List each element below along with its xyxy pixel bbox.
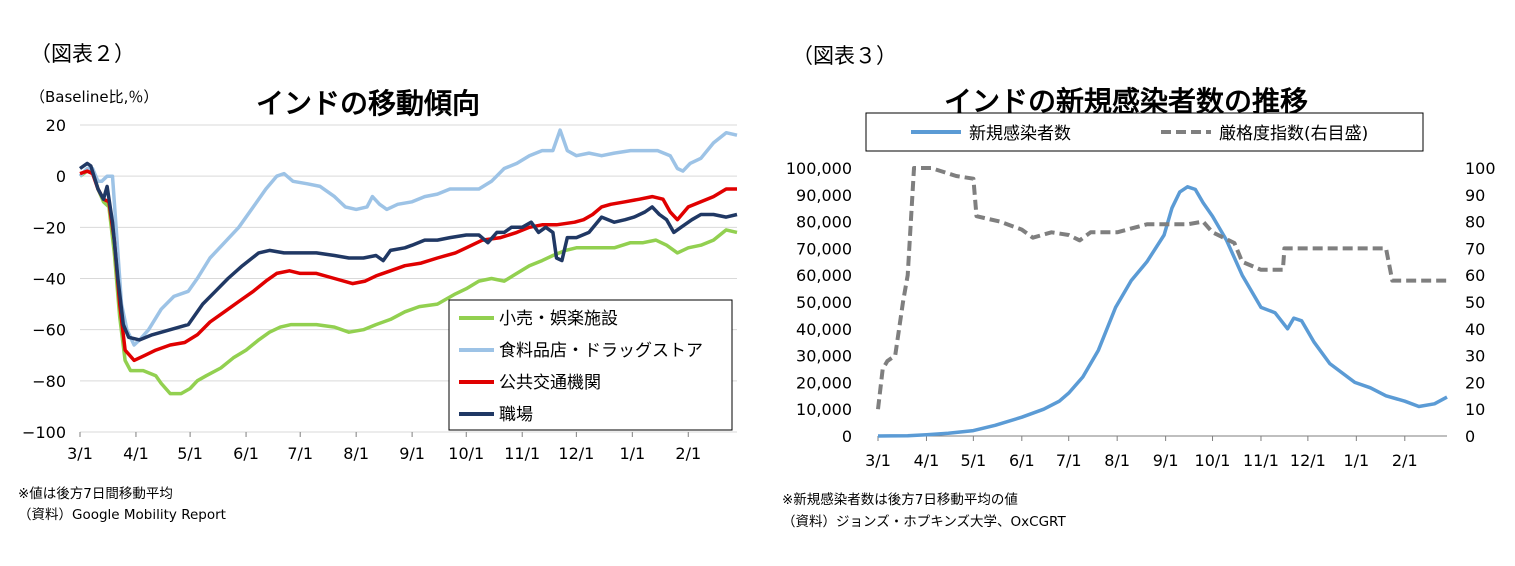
y-tick-label: 10,000 bbox=[796, 400, 852, 419]
y-tick-label: 0 bbox=[56, 167, 66, 186]
y2-tick-label: 0 bbox=[1465, 427, 1475, 446]
series-line-1 bbox=[877, 185, 1448, 438]
y-tick-label: −80 bbox=[32, 372, 66, 391]
x-tick-label: 3/1 bbox=[865, 451, 891, 470]
y2-tick-label: 30 bbox=[1465, 347, 1485, 366]
figure-2-unit-label: （Baseline比,％） bbox=[30, 88, 159, 106]
x-tick-label: 9/1 bbox=[399, 444, 425, 463]
figure-3-note-2: （資料）ジョンズ・ホプキンズ大学、OxCGRT bbox=[782, 514, 1066, 530]
y-tick-label: 60,000 bbox=[796, 266, 852, 285]
y2-tick-label: 10 bbox=[1465, 400, 1485, 419]
y-tick-label: −60 bbox=[32, 321, 66, 340]
legend-label: 公共交通機関 bbox=[499, 373, 601, 393]
y-tick-label: 30,000 bbox=[796, 347, 852, 366]
series-line-3 bbox=[79, 169, 737, 363]
x-tick-label: 7/1 bbox=[1056, 451, 1082, 470]
x-tick-label: 9/1 bbox=[1153, 451, 1179, 470]
legend-label: 厳格度指数(右目盛) bbox=[1219, 124, 1368, 144]
figure-2-note-2: （資料）Google Mobility Report bbox=[18, 507, 226, 523]
y-tick-label: −100 bbox=[22, 423, 66, 442]
x-tick-label: 12/1 bbox=[1290, 451, 1326, 470]
legend-label: 小売・娯楽施設 bbox=[499, 309, 618, 329]
x-tick-label: 4/1 bbox=[914, 451, 940, 470]
legend-label: 新規感染者数 bbox=[969, 124, 1071, 144]
figure-2-panel: （図表２） （Baseline比,％） インドの移動傾向 ※値は後方7日間移動平… bbox=[18, 42, 481, 523]
x-tick-label: 10/1 bbox=[448, 444, 484, 463]
x-tick-label: 6/1 bbox=[1009, 451, 1035, 470]
y2-tick-label: 90 bbox=[1465, 186, 1485, 205]
y-tick-label: 70,000 bbox=[796, 239, 852, 258]
figure-2-note-1: ※値は後方7日間移動平均 bbox=[18, 486, 173, 502]
y-tick-label: 80,000 bbox=[796, 213, 852, 232]
x-tick-label: 1/1 bbox=[1343, 451, 1369, 470]
legend-box bbox=[448, 299, 733, 431]
x-tick-label: 2/1 bbox=[675, 444, 701, 463]
y-tick-label: −40 bbox=[32, 270, 66, 289]
x-tick-label: 4/1 bbox=[123, 444, 149, 463]
x-tick-label: 8/1 bbox=[1104, 451, 1130, 470]
y-tick-label: 0 bbox=[842, 427, 852, 446]
y-tick-label: 90,000 bbox=[796, 186, 852, 205]
x-tick-label: 7/1 bbox=[287, 444, 313, 463]
y2-tick-label: 80 bbox=[1465, 213, 1485, 232]
x-tick-label: 5/1 bbox=[960, 451, 986, 470]
series-line-2 bbox=[78, 128, 738, 347]
y-tick-label: 50,000 bbox=[796, 293, 852, 312]
x-tick-label: 11/1 bbox=[504, 444, 540, 463]
x-tick-label: 2/1 bbox=[1392, 451, 1418, 470]
figure-2-label: （図表２） bbox=[30, 42, 135, 66]
figure-3-note-1: ※新規感染者数は後方7日移動平均の値 bbox=[782, 492, 1018, 508]
series-line-2 bbox=[876, 166, 1447, 410]
y-tick-label: 100,000 bbox=[786, 159, 852, 178]
x-tick-label: 3/1 bbox=[67, 444, 93, 463]
y2-tick-label: 60 bbox=[1465, 266, 1485, 285]
x-tick-label: 6/1 bbox=[233, 444, 259, 463]
y-tick-label: −20 bbox=[32, 218, 66, 237]
x-tick-label: 8/1 bbox=[343, 444, 369, 463]
y2-tick-label: 50 bbox=[1465, 293, 1485, 312]
series-line-1 bbox=[78, 169, 738, 396]
y-tick-label: 20,000 bbox=[796, 373, 852, 392]
figure-2-title: インドの移動傾向 bbox=[256, 87, 481, 120]
x-tick-label: 5/1 bbox=[177, 444, 203, 463]
legend-label: 食料品店・ドラッグストア bbox=[499, 341, 703, 361]
infection-chart: 100,000 90,000 80,000 70,000 60,000 50,000 40,… bbox=[786, 112, 1496, 470]
series-line-4 bbox=[78, 161, 738, 342]
y2-tick-label: 70 bbox=[1465, 239, 1485, 258]
y-tick-label: 20 bbox=[46, 116, 66, 135]
y2-tick-label: 100 bbox=[1465, 159, 1496, 178]
legend-label: 職場 bbox=[499, 405, 533, 425]
x-tick-label: 11/1 bbox=[1243, 451, 1279, 470]
x-tick-label: 12/1 bbox=[558, 444, 594, 463]
y2-tick-label: 20 bbox=[1465, 373, 1485, 392]
figure-3-label: （図表３） bbox=[792, 44, 897, 68]
y2-tick-label: 40 bbox=[1465, 320, 1485, 339]
x-tick-label: 1/1 bbox=[619, 444, 645, 463]
x-tick-label: 10/1 bbox=[1195, 451, 1231, 470]
y-tick-label: 40,000 bbox=[796, 320, 852, 339]
